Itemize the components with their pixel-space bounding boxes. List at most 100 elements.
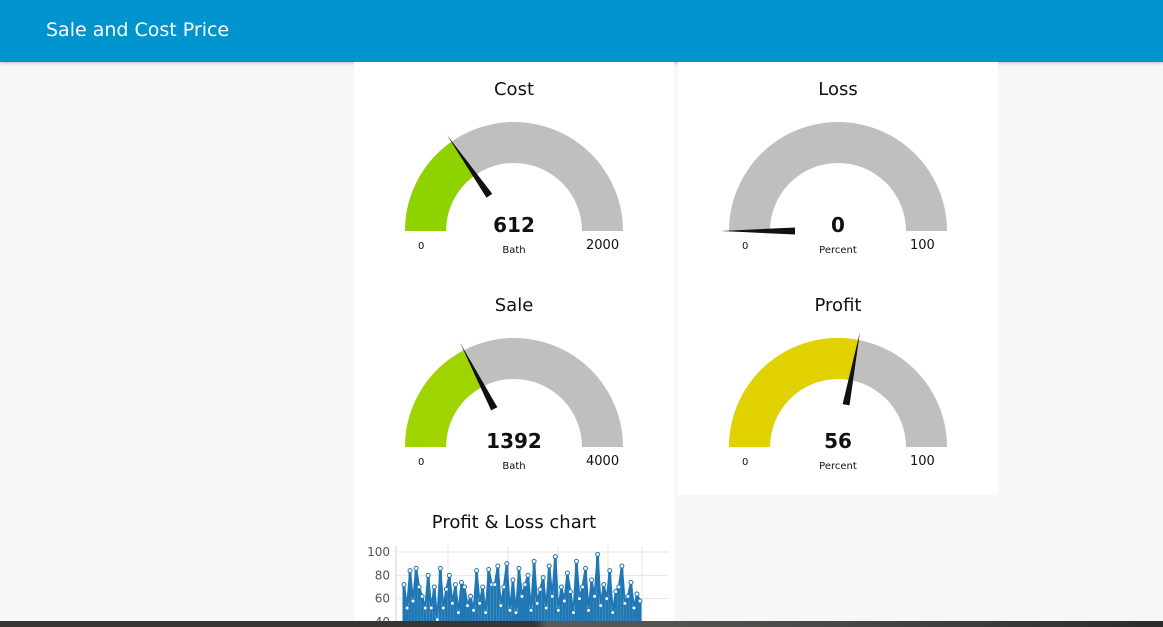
series-point	[411, 599, 415, 603]
series-point	[617, 585, 621, 589]
series-point	[581, 585, 585, 589]
profit-loss-chart: Profit & Loss chart 100806040	[354, 498, 674, 627]
series-point	[429, 606, 433, 610]
series-point	[463, 585, 467, 589]
series-point	[535, 601, 539, 605]
series-point	[599, 604, 603, 608]
series-point	[505, 562, 509, 566]
series-point	[635, 592, 639, 596]
series-point	[532, 559, 536, 563]
cost-gauge: Cost 612 Bath 0 2000	[353, 66, 675, 282]
series-point	[590, 578, 594, 582]
series-point	[511, 578, 515, 582]
series-point	[629, 580, 633, 584]
series-point	[499, 604, 503, 608]
series-point	[623, 601, 627, 605]
series-point	[626, 594, 630, 598]
series-point	[405, 606, 409, 610]
series-point	[602, 583, 606, 587]
series-point	[484, 611, 488, 615]
series-point	[541, 576, 545, 580]
series-point	[544, 606, 548, 610]
series-point	[614, 590, 618, 594]
series-point	[472, 608, 476, 612]
series-point	[538, 587, 542, 591]
gauge-units: Percent	[677, 245, 999, 256]
series-point	[466, 604, 470, 608]
series-point	[432, 585, 436, 589]
page-title: Sale and Cost Price	[46, 19, 229, 41]
series-point	[514, 611, 518, 615]
series-point	[408, 569, 412, 573]
series-point	[611, 611, 615, 615]
series-point	[556, 608, 560, 612]
series-point	[620, 564, 624, 568]
y-tick-label: 80	[375, 568, 390, 582]
gauge-units: Percent	[677, 461, 999, 472]
header-bar: Sale and Cost Price	[0, 0, 1163, 62]
series-point	[608, 569, 612, 573]
series-point	[632, 606, 636, 610]
series-point	[456, 611, 460, 615]
gauge-max-label: 4000	[586, 454, 619, 469]
series-point	[453, 583, 457, 587]
series-point	[550, 594, 554, 598]
series-point	[605, 597, 609, 601]
gauge-units: Bath	[353, 461, 675, 472]
series-point	[438, 566, 442, 570]
y-tick-label: 60	[375, 592, 390, 606]
loss-gauge: Loss 0 Percent 0 100	[677, 66, 999, 282]
gauge-units: Bath	[353, 245, 675, 256]
series-point	[571, 611, 575, 615]
series-point	[559, 585, 563, 589]
series-point	[414, 566, 418, 570]
series-point	[469, 594, 473, 598]
series-point	[584, 566, 588, 570]
gauge-min-label: 0	[742, 241, 748, 252]
bottom-strip	[0, 621, 1163, 627]
series-point	[459, 580, 463, 584]
series-point	[502, 585, 506, 589]
series-point	[423, 606, 427, 610]
series-point	[481, 585, 485, 589]
series-point	[487, 568, 491, 572]
gauge-min-label: 0	[742, 457, 748, 468]
series-point	[526, 573, 530, 577]
series-point	[447, 573, 451, 577]
gauge-max-label: 100	[910, 238, 935, 253]
series-point	[517, 566, 521, 570]
series-point	[520, 594, 524, 598]
gauge-value: 56	[677, 429, 999, 453]
chart-plot: 100806040	[354, 498, 674, 627]
series-point	[450, 601, 454, 605]
series-point	[417, 585, 421, 589]
series-point	[638, 599, 642, 603]
series-point	[565, 571, 569, 575]
series-point	[444, 587, 448, 591]
series-point	[596, 552, 600, 556]
profit-gauge: Profit 56 Percent 0 100	[677, 282, 999, 498]
series-point	[523, 583, 527, 587]
gauge-value: 1392	[353, 429, 675, 453]
gauge-min-label: 0	[418, 457, 424, 468]
series-point	[562, 599, 566, 603]
series-point	[529, 608, 533, 612]
y-tick-label: 100	[367, 545, 390, 559]
series-point	[475, 569, 479, 573]
series-point	[553, 555, 557, 559]
series-point	[426, 573, 430, 577]
series-point	[577, 597, 581, 601]
series-point	[593, 594, 597, 598]
gauge-value: 0	[677, 213, 999, 237]
series-point	[420, 594, 424, 598]
series-point	[508, 608, 512, 612]
series-point	[441, 606, 445, 610]
series-point	[587, 608, 591, 612]
series-point	[568, 590, 572, 594]
series-point	[496, 564, 500, 568]
gauge-max-label: 2000	[586, 238, 619, 253]
series-point	[547, 564, 551, 568]
series-point	[493, 583, 497, 587]
series-point	[402, 583, 406, 587]
gauge-value: 612	[353, 213, 675, 237]
